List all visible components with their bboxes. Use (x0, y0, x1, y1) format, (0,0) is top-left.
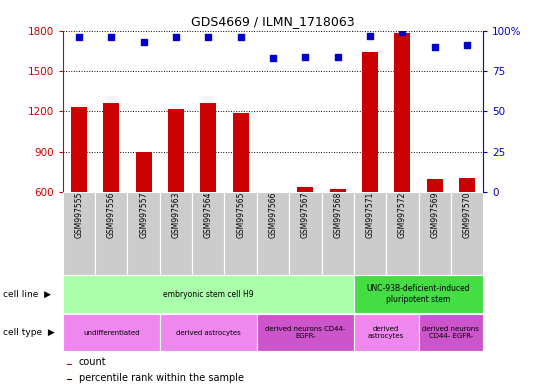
Text: count: count (79, 358, 106, 367)
Text: GSM997571: GSM997571 (365, 192, 375, 238)
Bar (63, 314, 160, 351)
Text: GSM997555: GSM997555 (74, 192, 84, 238)
Bar (426, 179, 443, 273)
Text: derived neurons CD44-
EGFR-: derived neurons CD44- EGFR- (265, 326, 346, 339)
Bar (168, 109, 184, 273)
Point (398, 29, 407, 35)
Bar (67, 379, 72, 380)
Text: derived
astrocytes: derived astrocytes (368, 326, 405, 339)
Point (269, 55, 277, 61)
Text: derived neurons
CD44- EGFR-: derived neurons CD44- EGFR- (423, 326, 479, 339)
Text: GSM997557: GSM997557 (139, 192, 148, 238)
Bar (192, 192, 224, 275)
Bar (330, 189, 346, 273)
Point (139, 39, 148, 45)
Bar (451, 192, 483, 275)
Text: GSM997567: GSM997567 (301, 192, 310, 238)
Text: GSM997568: GSM997568 (333, 192, 342, 238)
Point (462, 42, 471, 48)
Bar (160, 314, 257, 351)
Point (236, 34, 245, 40)
Text: GSM997563: GSM997563 (171, 192, 181, 238)
Bar (103, 103, 120, 273)
Bar (289, 192, 322, 275)
Bar (257, 314, 354, 351)
Text: undifferentiated: undifferentiated (83, 329, 140, 336)
Text: GSM997570: GSM997570 (462, 192, 472, 238)
Bar (224, 192, 257, 275)
Text: GSM997572: GSM997572 (398, 192, 407, 238)
Bar (265, 192, 281, 273)
Point (107, 34, 116, 40)
Point (333, 53, 342, 60)
Title: GDS4669 / ILMN_1718063: GDS4669 / ILMN_1718063 (191, 15, 355, 28)
Text: derived astrocytes: derived astrocytes (176, 329, 241, 336)
Bar (322, 192, 354, 275)
Bar (419, 192, 451, 275)
Bar (297, 187, 313, 273)
Point (301, 53, 310, 60)
Bar (386, 192, 419, 275)
Bar (95, 192, 127, 275)
Bar (63, 275, 354, 313)
Bar (362, 52, 378, 273)
Text: GSM997564: GSM997564 (204, 192, 213, 238)
Text: UNC-93B-deficient-induced
pluripotent stem: UNC-93B-deficient-induced pluripotent st… (367, 285, 470, 304)
Text: GSM997565: GSM997565 (236, 192, 245, 238)
Point (75, 34, 84, 40)
Text: cell line  ▶: cell line ▶ (3, 290, 51, 299)
Bar (200, 103, 216, 273)
Text: embryonic stem cell H9: embryonic stem cell H9 (163, 290, 254, 299)
Text: GSM997556: GSM997556 (107, 192, 116, 238)
Point (430, 44, 439, 50)
Bar (394, 33, 411, 273)
Bar (71, 107, 87, 273)
Bar (257, 192, 289, 275)
Text: percentile rank within the sample: percentile rank within the sample (79, 372, 244, 382)
Bar (127, 192, 160, 275)
Text: GSM997566: GSM997566 (269, 192, 277, 238)
Point (171, 34, 180, 40)
Text: cell type  ▶: cell type ▶ (3, 328, 55, 337)
Bar (354, 314, 419, 351)
Bar (160, 192, 192, 275)
Bar (419, 314, 483, 351)
Point (204, 34, 213, 40)
Bar (459, 178, 475, 273)
Bar (354, 192, 386, 275)
Bar (67, 364, 72, 365)
Point (366, 33, 375, 39)
Bar (135, 152, 152, 273)
Bar (354, 275, 483, 313)
Text: GSM997569: GSM997569 (430, 192, 439, 238)
Bar (63, 192, 95, 275)
Bar (233, 113, 249, 273)
